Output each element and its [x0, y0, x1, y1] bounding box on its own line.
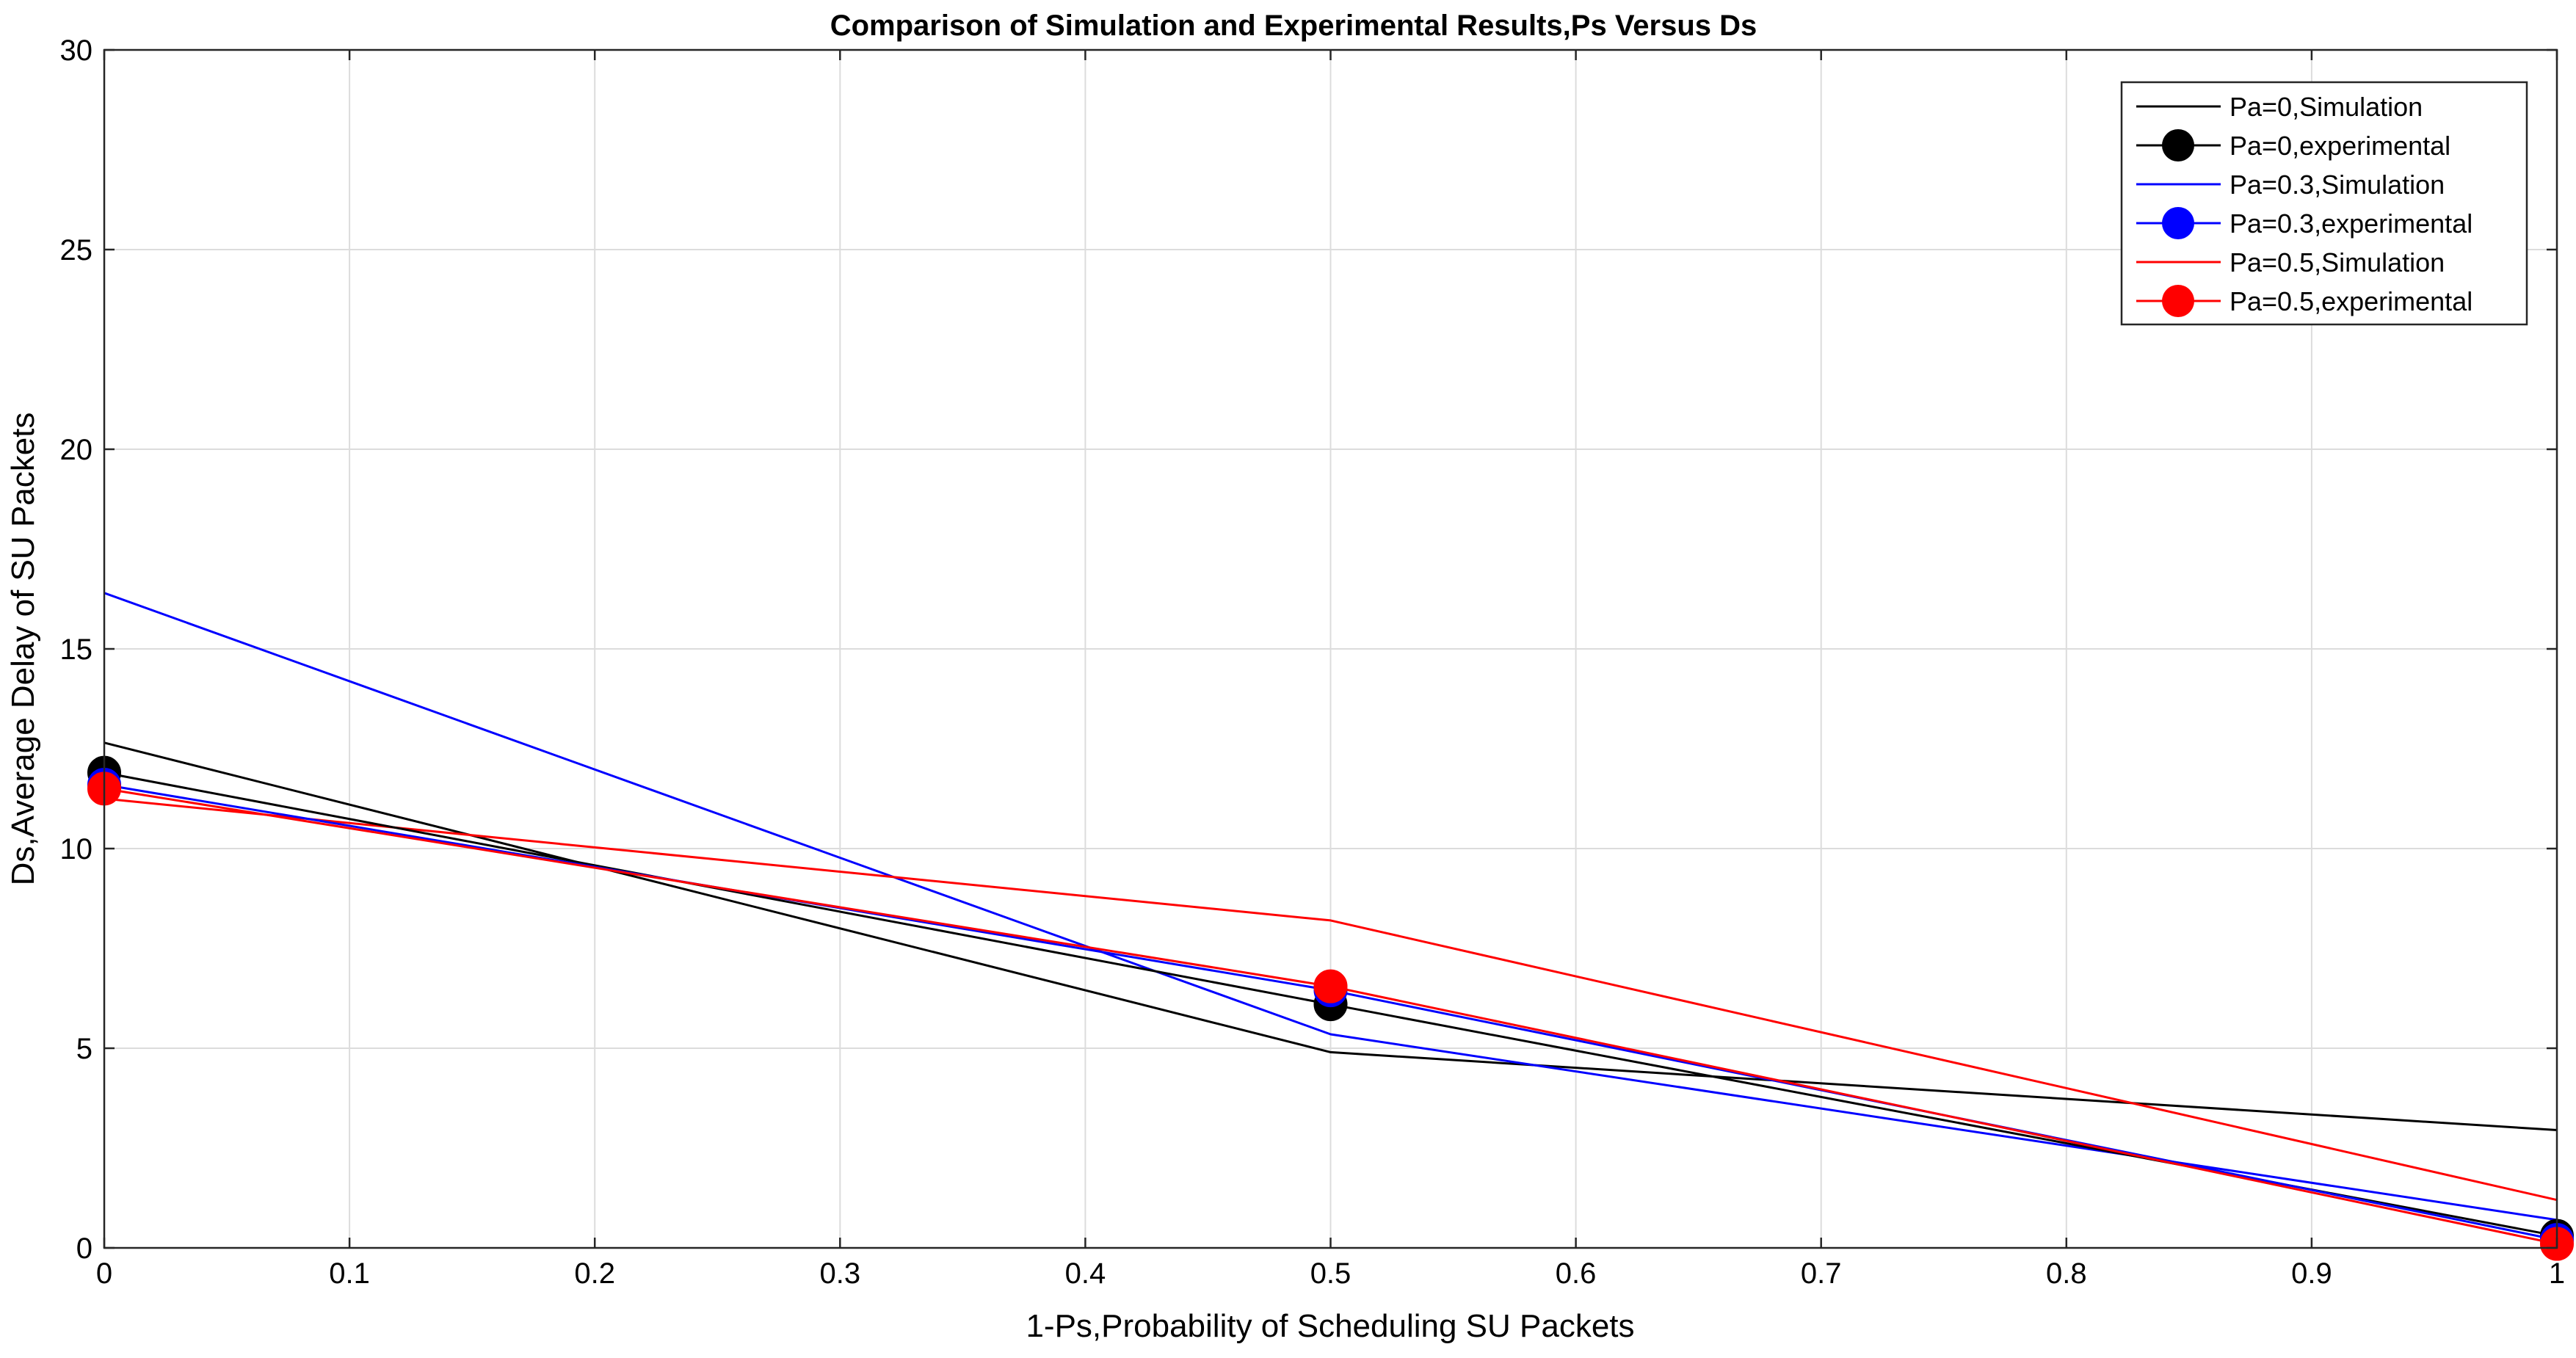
legend-item: Pa=0.3,Simulation: [2136, 170, 2445, 200]
y-axis-label: Ds,Average Delay of SU Packets: [5, 413, 41, 886]
legend-item: Pa=0,Simulation: [2136, 92, 2423, 122]
legend-label: Pa=0.3,Simulation: [2229, 170, 2445, 200]
axis-ticks: 0 0.1 0.2 0.3 0.4 0.5 0.6 0.7 0.8 0.9 105101520253…: [60, 35, 2566, 1290]
y-tick-label: 30: [60, 35, 93, 67]
legend-item: Pa=0.3,experimental: [2136, 207, 2472, 239]
legend-item: Pa=0.5,experimental: [2136, 285, 2472, 317]
x-tick-label: 0: [96, 1257, 112, 1290]
y-tick-label: 5: [76, 1033, 92, 1065]
x-axis-label: 1-Ps,Probability of Scheduling SU Packet…: [1026, 1308, 1634, 1344]
y-tick-label: 15: [60, 633, 93, 666]
x-tick-label: 0.6: [1556, 1257, 1597, 1290]
x-tick-label: 0.2: [574, 1257, 615, 1290]
series-line: [104, 741, 2558, 1131]
chart-title: Comparison of Simulation and Experimenta…: [830, 10, 1757, 42]
y-tick-label: 0: [76, 1232, 92, 1265]
legend-label: Pa=0.3,experimental: [2229, 208, 2472, 239]
legend-item: Pa=0,experimental: [2136, 129, 2450, 161]
x-tick-label: 0.9: [2291, 1257, 2332, 1290]
legend-marker-swatch: [2162, 285, 2194, 317]
legend-label: Pa=0.5,Simulation: [2229, 247, 2445, 277]
y-tick-label: 25: [60, 234, 93, 266]
x-tick-label: 0.1: [329, 1257, 370, 1290]
legend: Pa=0,Simulation Pa=0,experimental Pa=0.3,S…: [2120, 81, 2528, 326]
legend-box: [2120, 81, 2528, 326]
legend-label: Pa=0,Simulation: [2229, 92, 2423, 122]
series-line: [104, 797, 2558, 1202]
x-tick-label: 0.7: [1801, 1257, 1842, 1290]
x-tick-label: 1: [2549, 1257, 2565, 1290]
data-point: [1313, 969, 1348, 1003]
legend-item: Pa=0.5,Simulation: [2136, 247, 2445, 277]
y-tick-label: 10: [60, 833, 93, 865]
legend-label: Pa=0.5,experimental: [2229, 286, 2472, 316]
x-tick-label: 0.4: [1065, 1257, 1106, 1290]
legend-marker-swatch: [2162, 207, 2194, 239]
x-tick-label: 0.5: [1310, 1257, 1352, 1290]
y-tick-label: 20: [60, 434, 93, 466]
plot-series: [87, 592, 2574, 1261]
legend-marker-swatch: [2162, 129, 2194, 161]
legend-label: Pa=0,experimental: [2229, 131, 2450, 161]
series-1: [104, 741, 2558, 1131]
series-5: [104, 797, 2558, 1202]
x-tick-label: 0.8: [2046, 1257, 2087, 1290]
x-tick-label: 0.3: [819, 1257, 860, 1290]
